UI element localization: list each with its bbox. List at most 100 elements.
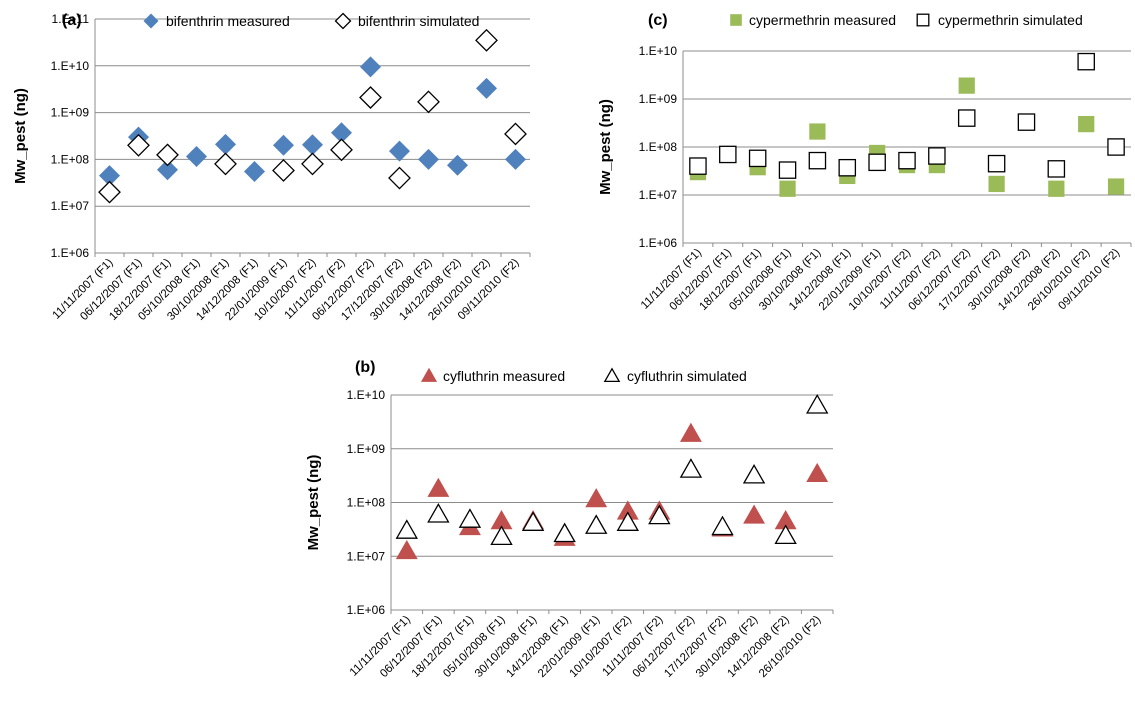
data-point [808,151,827,170]
data-point [774,524,797,545]
data-point [505,148,526,170]
data-point [447,154,468,176]
data-point [1107,178,1125,195]
data-point [585,488,608,508]
data-point [359,86,382,109]
y-tick-label: 1.E+08 [347,496,386,510]
data-point [476,77,497,99]
data-point [127,133,150,157]
data-point [809,123,826,140]
legend-marker [916,13,930,27]
data-point [417,90,440,114]
data-point [427,477,450,497]
data-point [301,152,324,176]
data-point [1077,52,1095,71]
data-point [689,157,707,175]
legend-marker [730,14,742,26]
y-tick-label: 1.E+09 [51,106,90,120]
data-point [1047,160,1066,178]
data-point [806,394,829,414]
data-point [458,508,482,528]
data-point [1107,138,1125,156]
data-point [214,152,237,176]
data-point [186,146,207,168]
y-tick-label: 1.E+11 [52,12,90,26]
data-point [395,539,418,560]
data-point [1078,115,1095,133]
data-point [868,153,886,172]
legend-marker [420,367,438,382]
y-tick-label: 1.E+10 [51,59,90,73]
data-point [244,161,265,183]
data-point [1048,180,1065,197]
legend-marker [143,13,159,29]
data-point [806,462,829,482]
data-point [679,422,702,442]
panel-label: (a) [62,12,82,29]
data-point [302,134,323,156]
legend-label: bifenthrin measured [166,13,290,29]
data-point [98,180,121,204]
data-point [156,143,179,167]
data-point [418,148,439,170]
y-tick-label: 1.E+06 [639,236,678,250]
legend-label: cypermethrin simulated [938,12,1083,28]
data-point [743,504,766,524]
data-point [742,463,766,484]
chart-panel-0: 1.E+061.E+071.E+081.E+091.E+101.E+1111/1… [12,12,531,323]
data-point [99,165,120,187]
data-point [273,134,294,156]
data-point [389,140,410,162]
panel-label: (b) [355,359,375,376]
data-point [616,511,639,531]
data-point [215,133,236,155]
y-tick-label: 1.E+07 [51,199,90,213]
chart-panel-1: 1.E+061.E+071.E+081.E+091.E+1011/11/2007… [597,12,1132,313]
data-point [987,154,1006,173]
data-point [490,525,513,546]
y-tick-label: 1.E+07 [347,549,386,563]
y-axis-title: Mw_pest (ng) [597,99,614,195]
y-axis-title: Mw_pest (ng) [305,455,322,551]
legend-label: cyfluthrin simulated [627,368,747,384]
data-point [679,458,703,478]
legend-label: cypermethrin measured [749,12,896,28]
data-point [711,515,734,536]
data-point [521,511,545,531]
data-point [957,109,976,127]
y-tick-label: 1.E+09 [639,92,678,106]
data-point [838,158,857,177]
data-point [504,122,527,146]
y-tick-label: 1.E+10 [639,44,678,58]
y-tick-label: 1.E+08 [639,140,678,154]
legend-label: bifenthrin simulated [358,13,479,29]
data-point [1017,113,1036,131]
data-point [395,519,418,539]
y-tick-label: 1.E+08 [51,152,90,166]
data-point [748,149,767,168]
data-point [553,522,576,543]
data-point [475,28,498,52]
data-point [779,180,796,197]
legend-marker [603,367,621,383]
data-point [272,159,295,182]
panel-label: (c) [648,12,668,29]
data-point [928,147,946,165]
chart-panel-2: 1.E+061.E+071.E+081.E+091.E+1011/11/2007… [305,359,834,680]
legend-marker [334,12,352,30]
y-axis-title: Mw_pest (ng) [12,88,29,184]
data-point [778,161,797,179]
data-point [360,56,381,78]
y-tick-label: 1.E+09 [347,442,386,456]
data-point [719,145,737,164]
y-tick-label: 1.E+06 [347,603,386,617]
data-point [331,122,352,144]
data-point [648,504,671,525]
data-point [585,514,608,534]
data-point [388,166,411,190]
data-point [330,138,353,162]
data-point [427,503,450,523]
y-tick-label: 1.E+10 [347,388,386,402]
